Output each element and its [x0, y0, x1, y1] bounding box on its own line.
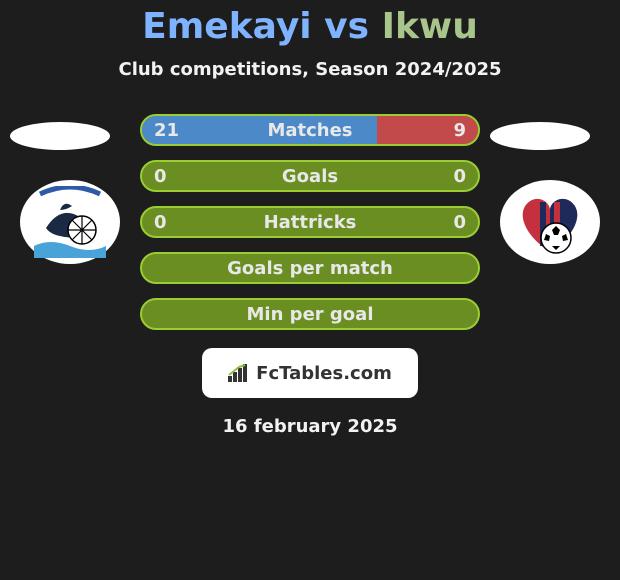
bar-left-value: 0 [154, 166, 167, 187]
fctables-badge: FcTables.com [202, 348, 418, 398]
bar-label: Min per goal [247, 304, 374, 325]
stat-bar: Goals per match [140, 252, 480, 284]
heart-crest-icon [510, 186, 590, 258]
bar-label: Goals per match [227, 258, 393, 279]
stat-bar: 0 0 Hattricks [140, 206, 480, 238]
comparison-bars: 21 9 Matches 0 0 Goals 0 0 Hattricks Goals per ma… [140, 114, 480, 330]
bar-label: Hattricks [264, 212, 357, 233]
club-crest-left [20, 180, 120, 264]
stat-bar: Min per goal [140, 298, 480, 330]
stat-bar: 0 0 Goals [140, 160, 480, 192]
chart-bar-icon [228, 364, 250, 382]
title-left: Emekayi [142, 6, 311, 47]
fctables-text: FcTables.com [256, 363, 392, 384]
bar-right-value: 0 [453, 166, 466, 187]
title-right: Ikwu [382, 6, 478, 47]
bar-label: Matches [267, 120, 352, 141]
date-text: 16 february 2025 [0, 416, 620, 437]
title-vs: vs [312, 6, 382, 47]
badge-oval-right [490, 122, 590, 150]
subtitle: Club competitions, Season 2024/2025 [0, 59, 620, 80]
bar-right-value: 9 [453, 120, 466, 141]
page-title: Emekayi vs Ikwu [0, 0, 620, 47]
bar-left-value: 21 [154, 120, 179, 141]
bar-label: Goals [282, 166, 338, 187]
bar-left-value: 0 [154, 212, 167, 233]
bar-right-value: 0 [453, 212, 466, 233]
badge-oval-left [10, 122, 110, 150]
club-crest-right [500, 180, 600, 264]
stat-bar: 21 9 Matches [140, 114, 480, 146]
dolphin-crest-icon [30, 186, 110, 258]
